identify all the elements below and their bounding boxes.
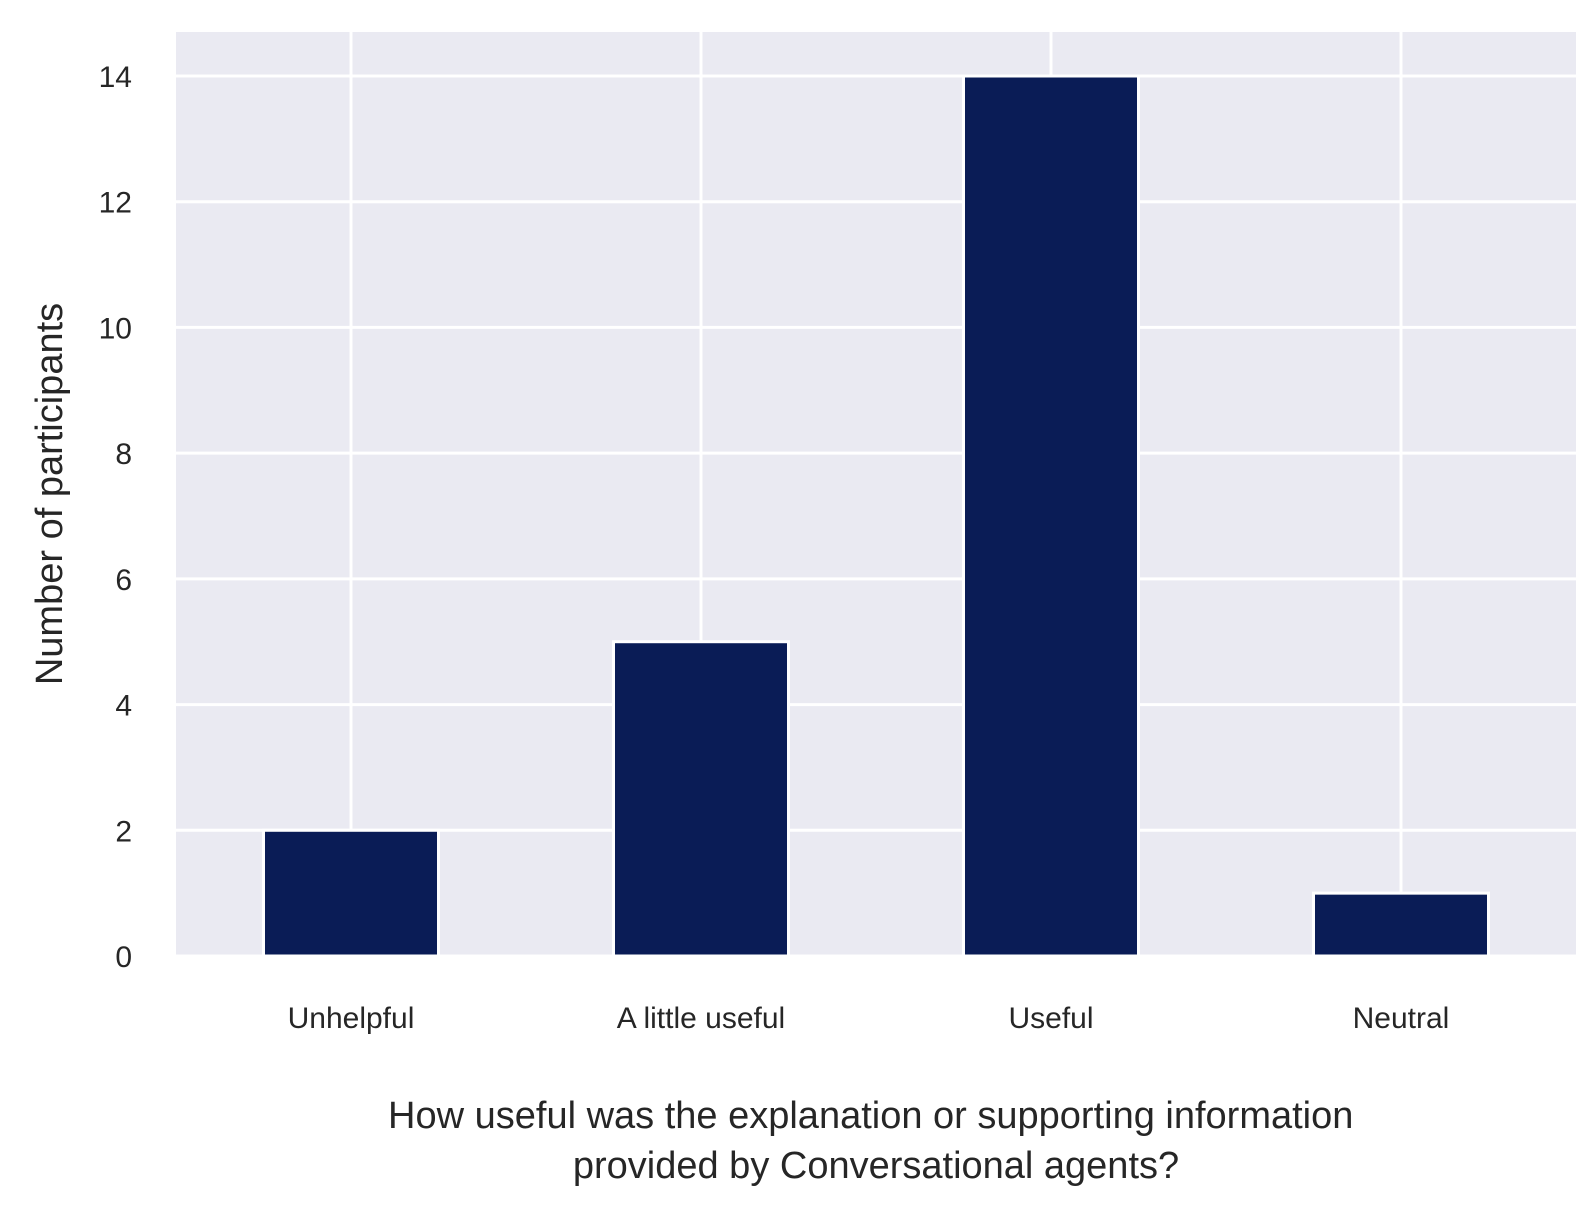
bar-a-little-useful — [612, 640, 790, 958]
plot-background — [176, 32, 1576, 956]
x-tick-label: Useful — [1008, 1002, 1093, 1035]
y-tick-label: 0 — [115, 941, 132, 974]
y-tick-label: 2 — [115, 815, 132, 848]
y-tick-label: 12 — [99, 187, 132, 220]
y-tick-label: 6 — [115, 564, 132, 597]
y-axis-label: Number of participants — [29, 303, 71, 685]
y-axis-ticks: 0 2 4 6 8 10 12 14 — [99, 61, 132, 974]
y-tick-label: 10 — [99, 312, 132, 345]
x-axis-label-line-1: How useful was the explanation or suppor… — [388, 1095, 1353, 1137]
y-tick-label: 14 — [99, 61, 132, 94]
x-axis-label: How useful was the explanation or suppor… — [388, 1095, 1364, 1187]
bar-unhelpful — [262, 828, 440, 958]
x-tick-label: A little useful — [617, 1002, 785, 1035]
y-tick-label: 4 — [115, 690, 132, 723]
x-tick-label: Unhelpful — [288, 1002, 415, 1035]
x-axis-label-line-2: provided by Conversational agents? — [573, 1145, 1179, 1187]
bar-useful — [962, 74, 1140, 958]
x-tick-label: Neutral — [1353, 1002, 1450, 1035]
x-axis-ticks: Unhelpful A little useful Useful Neutral — [288, 1002, 1450, 1035]
bars — [262, 74, 1490, 958]
bar-neutral — [1312, 891, 1490, 958]
y-tick-label: 8 — [115, 438, 132, 471]
